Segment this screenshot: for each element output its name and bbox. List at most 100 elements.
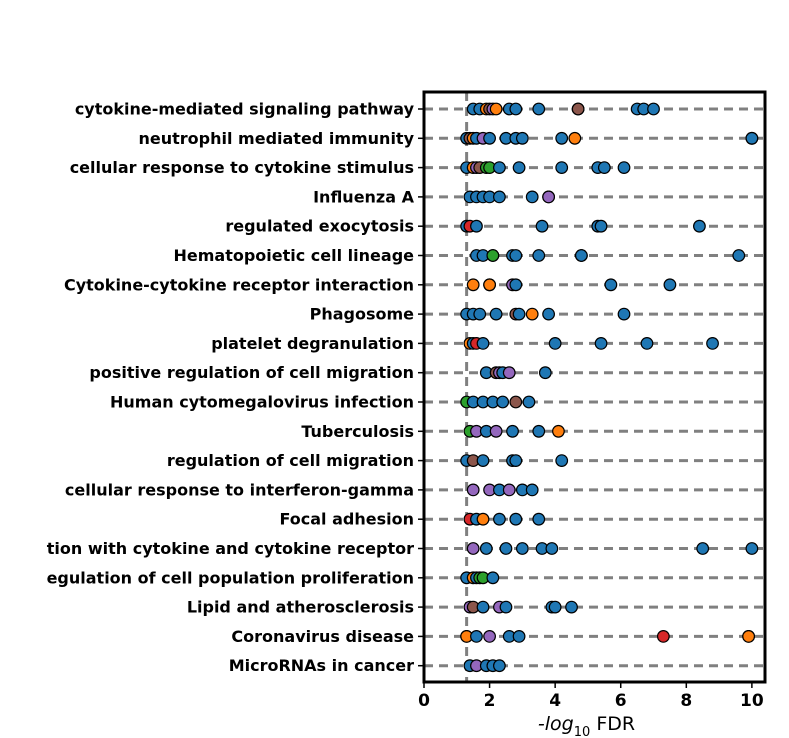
y-tick-label: Cytokine-cytokine receptor interaction xyxy=(64,275,414,294)
y-tick-label: egulation of cell population proliferati… xyxy=(47,568,414,587)
data-point xyxy=(597,161,611,175)
x-tick-label: 2 xyxy=(484,691,496,711)
data-point xyxy=(617,307,631,321)
data-points xyxy=(460,102,759,673)
y-tick-label: cellular response to cytokine stimulus xyxy=(70,158,414,177)
data-point xyxy=(489,424,503,438)
data-point xyxy=(493,512,506,526)
data-point xyxy=(548,337,562,350)
y-tick-label: Hematopoietic cell lineage xyxy=(173,246,414,265)
data-point xyxy=(742,630,756,643)
data-point xyxy=(555,131,569,145)
data-point xyxy=(509,395,523,409)
y-tick-label: Coronavirus disease xyxy=(231,627,414,646)
y-tick-label: tion with cytokine and cytokine receptor xyxy=(47,539,414,558)
data-point xyxy=(509,249,523,262)
data-point xyxy=(502,483,516,497)
plot-frame xyxy=(422,90,767,684)
data-point xyxy=(594,219,608,233)
data-point xyxy=(532,512,546,526)
y-tick-label: cytokine-mediated signaling pathway xyxy=(75,100,415,119)
data-point xyxy=(509,102,523,116)
data-point xyxy=(568,131,582,145)
data-point xyxy=(555,454,569,468)
data-point xyxy=(571,102,585,116)
data-point xyxy=(640,337,654,350)
x-axis-label-tail: FDR xyxy=(590,713,635,735)
data-point xyxy=(525,483,539,497)
data-point xyxy=(470,630,483,643)
x-axis-label-main: -log xyxy=(538,713,574,735)
data-point xyxy=(479,542,493,555)
data-point xyxy=(532,424,546,438)
y-tick-label: Tuberculosis xyxy=(301,422,414,441)
data-point xyxy=(502,366,516,380)
x-axis-label-subscript: 10 xyxy=(574,725,591,738)
data-point xyxy=(483,131,496,145)
data-point xyxy=(538,366,552,380)
data-point xyxy=(466,542,480,555)
data-point xyxy=(594,337,608,350)
x-tick-label: 8 xyxy=(680,691,692,711)
data-point xyxy=(565,600,578,614)
gridlines xyxy=(424,107,765,668)
x-tick-label: 6 xyxy=(615,691,627,711)
data-point xyxy=(476,512,490,526)
data-point xyxy=(493,161,506,175)
y-tick-label: positive regulation of cell migration xyxy=(89,363,414,382)
x-ticks: 0 2 4 6 8 10 xyxy=(418,682,764,711)
data-point xyxy=(499,600,513,614)
data-point xyxy=(525,190,539,204)
data-point xyxy=(486,249,500,262)
data-point xyxy=(535,219,549,233)
y-tick-label: Influenza A xyxy=(313,187,415,206)
data-point xyxy=(515,542,529,555)
y-tick-label: MicroRNAs in cancer xyxy=(229,656,414,675)
data-point xyxy=(509,454,523,468)
data-point xyxy=(466,278,480,292)
data-point xyxy=(745,542,759,555)
y-tick-label: Lipid and atherosclerosis xyxy=(187,598,414,617)
data-point xyxy=(476,337,490,350)
y-tick-label: Human cytomegalovirus infection xyxy=(110,393,414,412)
data-point xyxy=(515,131,529,145)
x-tick-label: 0 xyxy=(418,691,430,711)
data-point xyxy=(542,190,555,204)
data-point xyxy=(663,278,677,292)
data-point xyxy=(483,630,496,643)
y-tick-label: regulated exocytosis xyxy=(225,217,414,236)
data-point xyxy=(509,512,523,526)
data-point xyxy=(512,161,526,175)
data-point xyxy=(647,102,660,116)
data-point xyxy=(542,307,555,321)
data-point xyxy=(696,542,710,555)
data-point xyxy=(656,630,670,643)
y-tick-label: platelet degranulation xyxy=(211,334,414,353)
data-point xyxy=(489,307,503,321)
data-point xyxy=(574,249,588,262)
data-point xyxy=(555,161,569,175)
y-tick-labels: cytokine-mediated signaling pathway neutr… xyxy=(47,100,424,675)
data-point xyxy=(466,483,480,497)
data-point xyxy=(732,249,746,262)
x-tick-label: 4 xyxy=(549,691,561,711)
x-axis-label: -log10 FDR xyxy=(538,713,635,738)
data-point xyxy=(604,278,618,292)
y-tick-label: regulation of cell migration xyxy=(167,451,414,470)
data-point xyxy=(745,131,759,145)
data-point xyxy=(522,395,536,409)
data-point xyxy=(483,278,496,292)
data-point xyxy=(499,542,513,555)
data-point xyxy=(493,659,506,673)
data-point xyxy=(532,102,546,116)
data-point xyxy=(706,337,719,350)
data-point xyxy=(512,630,526,643)
x-tick-label: 10 xyxy=(740,691,764,711)
data-point xyxy=(525,307,539,321)
data-point xyxy=(545,542,559,555)
data-point xyxy=(512,307,526,321)
y-tick-label: cellular response to interferon-gamma xyxy=(65,480,414,499)
y-tick-label: Focal adhesion xyxy=(280,510,415,529)
data-point xyxy=(552,424,565,438)
